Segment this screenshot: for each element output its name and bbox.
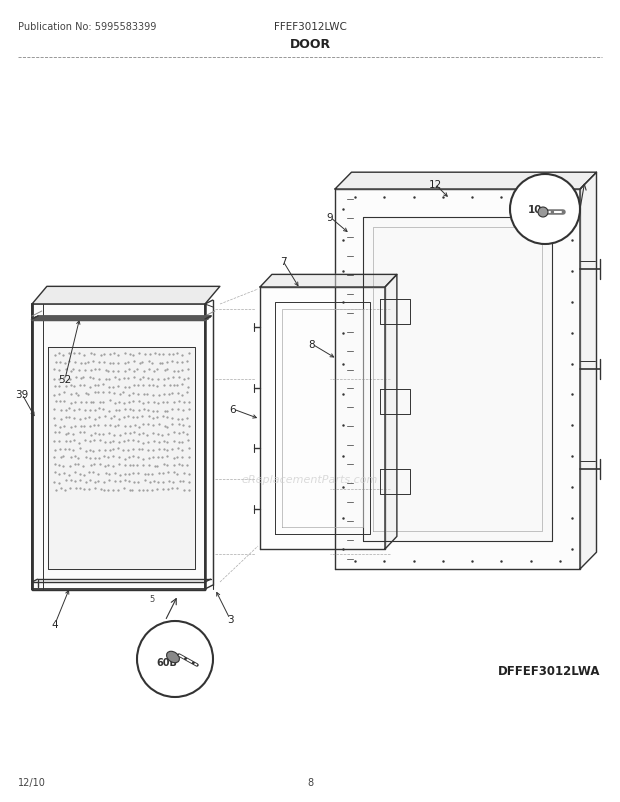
Text: FFEF3012LWC: FFEF3012LWC <box>273 22 347 32</box>
Text: 8: 8 <box>307 777 313 787</box>
Polygon shape <box>385 275 397 549</box>
Text: 5: 5 <box>149 595 154 604</box>
Polygon shape <box>260 288 385 549</box>
Circle shape <box>137 622 213 697</box>
Text: 8: 8 <box>309 339 316 350</box>
Text: 3: 3 <box>227 614 233 624</box>
Text: 9: 9 <box>327 213 334 223</box>
Ellipse shape <box>167 651 179 663</box>
Polygon shape <box>260 275 397 288</box>
Polygon shape <box>32 305 205 589</box>
Text: eReplacementParts.com: eReplacementParts.com <box>242 475 378 484</box>
Text: 60B: 60B <box>157 657 177 667</box>
Text: 4: 4 <box>51 619 58 630</box>
Polygon shape <box>580 173 596 569</box>
Text: 6: 6 <box>229 404 236 415</box>
Polygon shape <box>335 173 596 190</box>
Text: 7: 7 <box>280 257 286 267</box>
Polygon shape <box>32 287 220 305</box>
Polygon shape <box>48 347 195 569</box>
Text: DFFEF3012LWA: DFFEF3012LWA <box>497 664 600 677</box>
Text: 12: 12 <box>428 180 441 190</box>
Text: 10: 10 <box>528 205 542 215</box>
Text: Publication No: 5995583399: Publication No: 5995583399 <box>18 22 156 32</box>
Polygon shape <box>363 217 552 541</box>
Text: 52: 52 <box>58 375 72 384</box>
Text: 12/10: 12/10 <box>18 777 46 787</box>
Polygon shape <box>335 190 580 569</box>
Circle shape <box>510 175 580 245</box>
Text: 39: 39 <box>16 390 29 399</box>
Circle shape <box>538 208 548 217</box>
Text: DOOR: DOOR <box>290 38 330 51</box>
